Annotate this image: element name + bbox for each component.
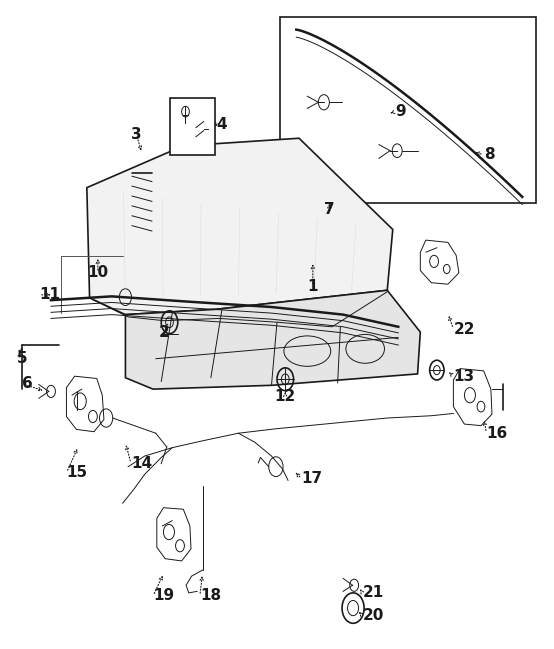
Text: 16: 16 <box>486 426 507 441</box>
Text: 4: 4 <box>217 117 227 132</box>
Bar <box>280 17 536 203</box>
Text: 7: 7 <box>324 202 335 217</box>
Bar <box>170 98 216 155</box>
Text: 6: 6 <box>22 376 33 391</box>
Text: 14: 14 <box>131 456 152 471</box>
Text: 3: 3 <box>131 127 142 142</box>
Text: 20: 20 <box>362 608 384 623</box>
Text: 11: 11 <box>39 288 60 302</box>
Text: 13: 13 <box>453 369 475 384</box>
Polygon shape <box>125 290 420 389</box>
Text: 9: 9 <box>396 104 406 119</box>
Text: 8: 8 <box>484 147 494 162</box>
Text: 19: 19 <box>153 589 174 604</box>
Text: 12: 12 <box>275 389 296 404</box>
Text: 18: 18 <box>200 589 221 604</box>
Text: 10: 10 <box>88 265 109 280</box>
Text: 22: 22 <box>453 321 475 337</box>
Text: 5: 5 <box>17 351 28 366</box>
Text: 15: 15 <box>66 465 88 480</box>
Text: 21: 21 <box>362 585 384 600</box>
Polygon shape <box>87 138 393 315</box>
Text: 2: 2 <box>158 324 170 339</box>
Text: 17: 17 <box>302 471 323 486</box>
Text: 1: 1 <box>307 279 318 294</box>
